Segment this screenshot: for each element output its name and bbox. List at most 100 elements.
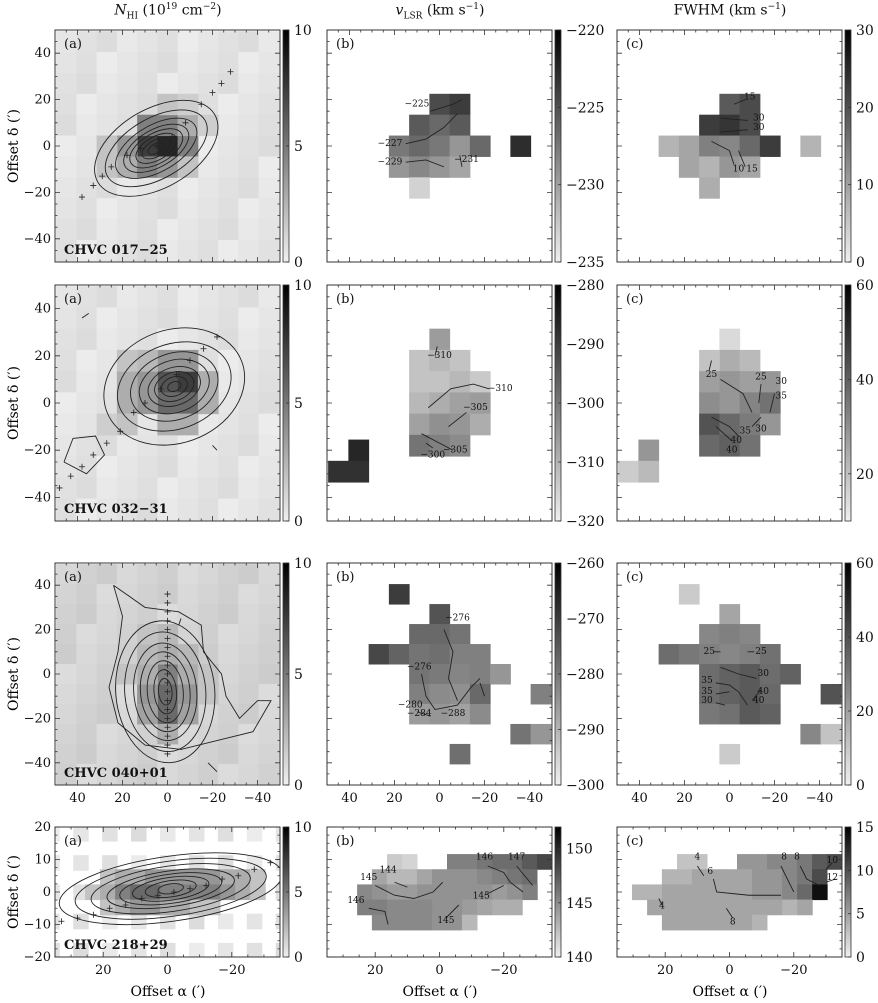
data-cell	[522, 884, 538, 901]
data-cell	[96, 72, 118, 95]
contour	[427, 383, 490, 409]
data-cell	[116, 456, 138, 478]
colorbar-tick-label: −220	[566, 23, 604, 39]
data-cell	[507, 884, 523, 901]
data-cell	[238, 498, 260, 521]
data-cell	[177, 664, 199, 685]
contour-label: 25	[755, 647, 767, 657]
data-cell	[218, 328, 239, 351]
data-cell	[258, 498, 280, 521]
data-cell	[76, 664, 98, 685]
position-cross	[142, 400, 148, 406]
data-cell	[238, 477, 260, 500]
data-cell	[56, 349, 77, 372]
data-cell	[160, 884, 176, 901]
data-cell	[691, 869, 708, 885]
contour-label: 145	[360, 873, 377, 883]
position-cross	[90, 911, 97, 918]
contour-label: 30	[753, 113, 765, 123]
data-cell	[429, 413, 451, 436]
data-cell	[76, 239, 98, 262]
contour	[147, 141, 165, 155]
data-cell	[157, 177, 179, 199]
data-cell	[96, 371, 118, 393]
contour	[769, 393, 775, 413]
contour	[825, 878, 836, 883]
cells	[56, 564, 280, 785]
data-cell	[218, 498, 239, 521]
data-cell	[197, 72, 219, 95]
data-cell	[721, 914, 738, 931]
data-cell	[116, 198, 138, 220]
colorbar-tick-label: −300	[566, 396, 604, 412]
y-tick-label: 20	[34, 93, 51, 108]
data-cell	[56, 703, 77, 725]
header-text: )	[780, 2, 787, 19]
data-cell	[699, 392, 720, 415]
data-cell	[197, 52, 219, 74]
panel-7: 40 20 0 −20 −40 40 20 0 −20 −40 (a) CHVC 040+01 0 5 10	[24, 556, 312, 806]
data-cell	[177, 624, 199, 645]
colorbar-tick-label: 10	[856, 178, 874, 194]
data-cell	[258, 31, 280, 53]
contour	[154, 371, 195, 402]
y-tick-label: 0	[43, 667, 51, 682]
data-cell	[692, 899, 708, 916]
panel-1: 40 20 0 −20 −40 (a) CHVC 017−25 0 5 10	[24, 23, 312, 271]
data-cell	[137, 413, 158, 436]
data-cell	[820, 723, 842, 745]
contour	[207, 762, 218, 773]
data-cell	[56, 286, 77, 308]
data-cell	[827, 854, 842, 870]
data-cell	[157, 564, 179, 585]
contour	[135, 132, 178, 164]
x-tick-label: 0	[163, 791, 171, 806]
data-cell	[429, 644, 451, 665]
data-cell	[56, 72, 77, 95]
data-cell	[56, 177, 77, 199]
data-cell	[96, 52, 118, 74]
position-cross	[164, 742, 171, 749]
data-cell	[56, 93, 77, 116]
colorbar	[844, 284, 852, 522]
data-cell	[492, 884, 508, 901]
colorbar-tick-label: 5	[294, 396, 303, 412]
contour-label: −310	[427, 351, 452, 361]
data-cell	[258, 135, 280, 157]
data-cell	[238, 52, 260, 74]
colorbar-tick-label: 10	[294, 278, 312, 294]
header-symbol: FWHM	[673, 2, 725, 19]
data-cell	[469, 703, 491, 725]
colorbar-tick-label: 145	[566, 896, 593, 912]
contour-label: 8	[730, 918, 736, 928]
contour-label: 144	[379, 866, 396, 876]
data-cell	[678, 135, 700, 157]
colorbar-tick-label: 150	[566, 842, 593, 858]
data-cell	[218, 371, 239, 393]
data-cell	[197, 31, 219, 53]
data-cell	[647, 884, 663, 901]
data-cell	[55, 855, 60, 871]
data-cell	[258, 683, 280, 705]
cells: −276 −276 −280−284 −288	[368, 584, 552, 765]
data-cell	[402, 854, 418, 870]
data-cell	[357, 884, 373, 901]
data-cell	[218, 114, 239, 137]
data-cell	[116, 477, 138, 500]
contour	[129, 128, 184, 169]
data-cell	[238, 624, 260, 645]
data-cell	[388, 584, 410, 605]
data-cell	[188, 942, 205, 957]
data-cell	[157, 135, 179, 157]
data-cell	[692, 854, 708, 870]
data-cell	[56, 584, 77, 605]
data-cell	[469, 392, 491, 415]
data-cell	[116, 763, 138, 785]
axis-ticks	[616, 284, 843, 522]
header-fwhm: FWHM (km s−1)	[674, 2, 787, 19]
data-cell	[116, 114, 138, 137]
contour	[157, 678, 173, 706]
data-cell	[719, 703, 741, 725]
panel-label: (a)	[64, 292, 82, 307]
